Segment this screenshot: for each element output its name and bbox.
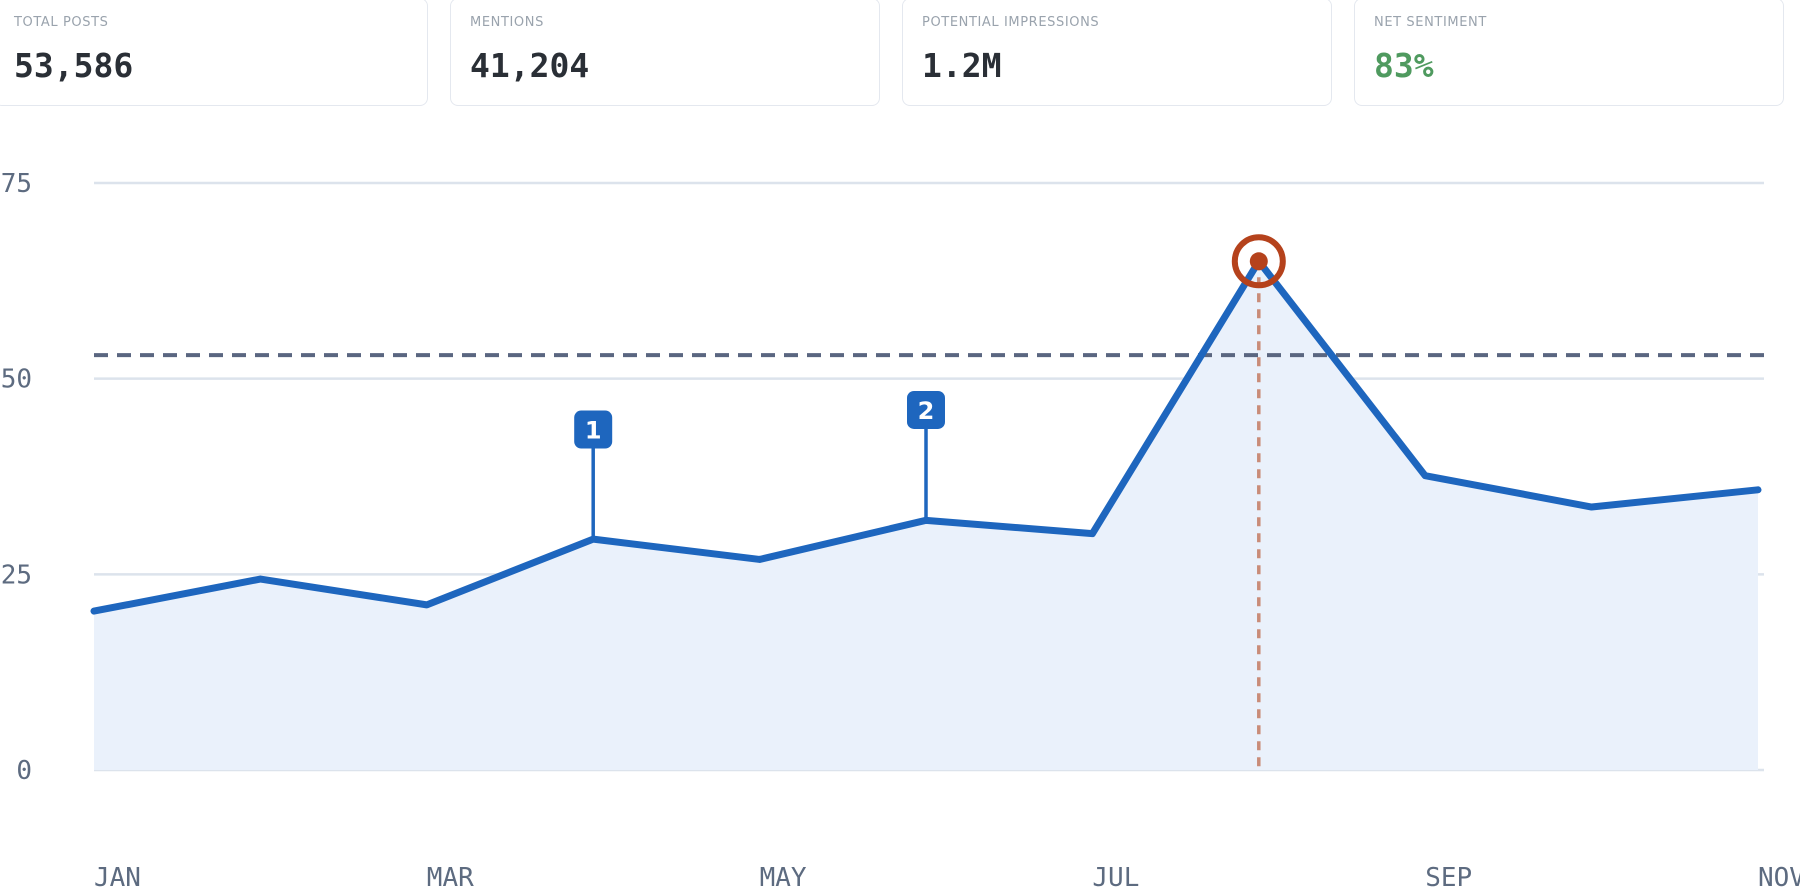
kpi-card-net-sentiment: NET SENTIMENT 83% xyxy=(1354,0,1784,106)
kpi-value-mentions: 41,204 xyxy=(470,46,590,85)
kpi-label-total-posts: TOTAL POSTS xyxy=(14,15,109,30)
kpi-card-total-posts: TOTAL POSTS 53,586 xyxy=(0,0,428,106)
annotation-label: 1 xyxy=(585,417,602,445)
y-tick-label: 50 xyxy=(1,365,32,395)
kpi-value-total-posts: 53,586 xyxy=(14,46,134,85)
y-tick-label: 0 xyxy=(16,756,32,786)
kpi-label-potential-impressions: POTENTIAL IMPRESSIONS xyxy=(922,15,1100,30)
area-fill xyxy=(94,261,1758,770)
kpi-value-potential-impressions: 1.2M xyxy=(922,46,1002,85)
peak-point xyxy=(1249,252,1268,271)
annotation-badge xyxy=(907,390,945,429)
kpi-card-potential-impressions: POTENTIAL IMPRESSIONS 1.2M xyxy=(902,0,1332,106)
peak-ring xyxy=(1231,234,1286,289)
annotation-label: 2 xyxy=(918,397,935,425)
x-tick-label: NOV xyxy=(1758,863,1800,893)
kpi-label-mentions: MENTIONS xyxy=(470,15,544,30)
x-tick-label: SEP xyxy=(1425,863,1472,893)
x-tick-label: JUL xyxy=(1092,863,1139,893)
x-tick-label: JAN xyxy=(94,863,141,893)
kpi-card-mentions: MENTIONS 41,204 xyxy=(450,0,880,106)
kpi-value-net-sentiment: 83% xyxy=(1374,46,1434,85)
y-tick-label: 75 xyxy=(1,169,32,199)
x-tick-label: MAR xyxy=(427,863,474,893)
kpi-label-net-sentiment: NET SENTIMENT xyxy=(1374,15,1487,30)
y-tick-label: 25 xyxy=(1,560,32,590)
annotation-badge xyxy=(574,410,613,449)
x-tick-label: MAY xyxy=(760,863,807,893)
series-line xyxy=(90,257,1762,615)
